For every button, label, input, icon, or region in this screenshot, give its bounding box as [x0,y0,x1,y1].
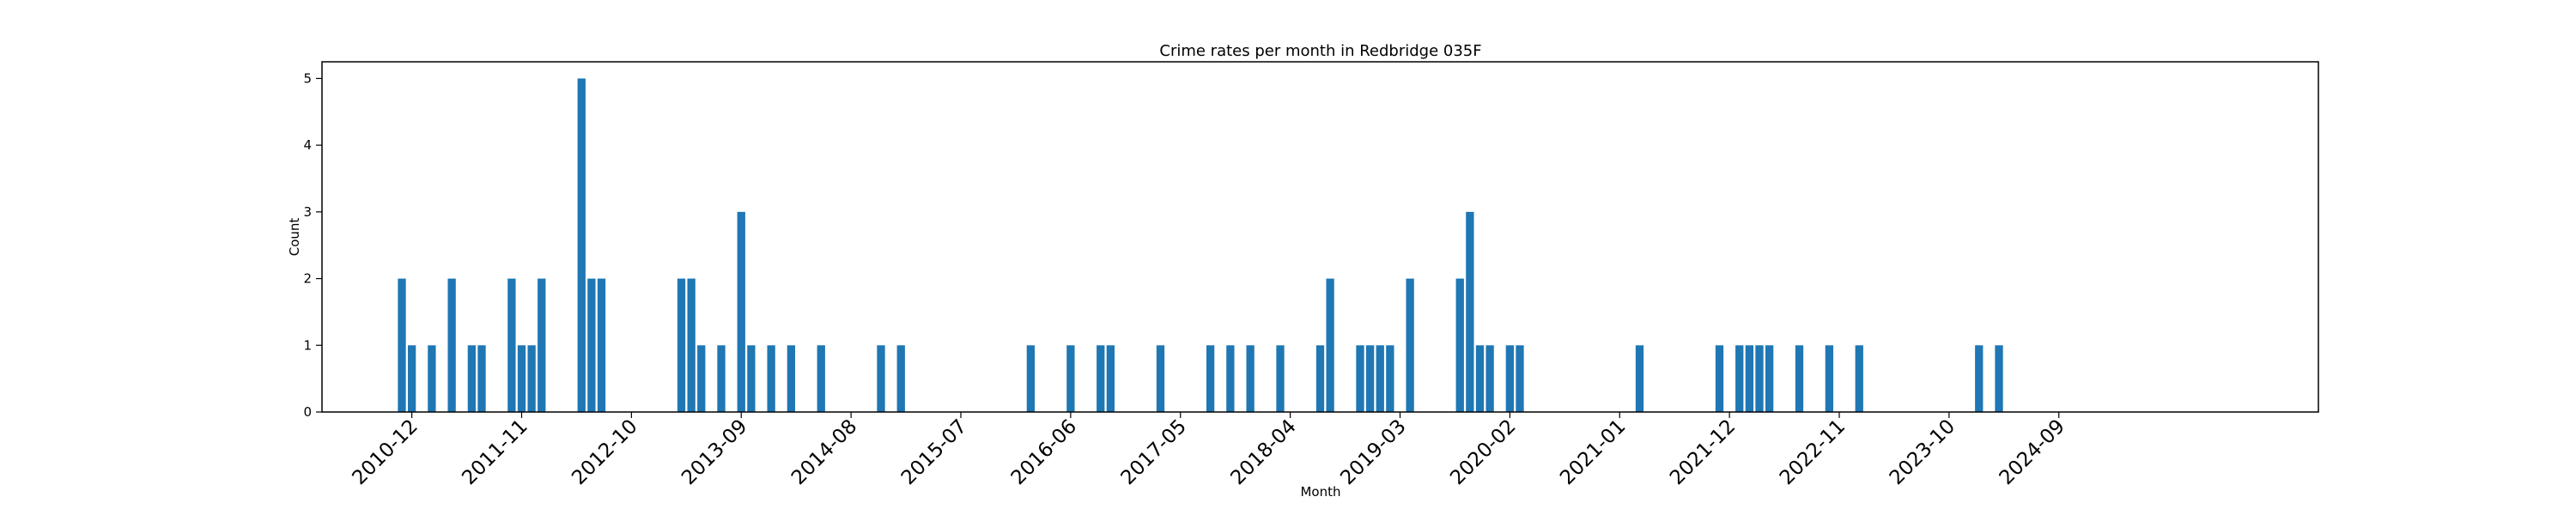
bar-2017-08 [1206,345,1215,412]
x-tick-label: 2017-05 [1117,415,1191,489]
bar-2010-11 [398,278,406,412]
x-tick-label: 2013-09 [677,415,751,489]
x-tick-label: 2011-11 [458,415,532,489]
bar-2017-03 [1156,345,1165,412]
bar-2017-12 [1246,345,1255,412]
x-tick-label: 2012-10 [568,415,641,489]
bar-2015-01 [896,345,905,412]
bar-2014-11 [877,345,885,412]
x-tick-label: 2021-01 [1556,415,1630,489]
y-tick-label: 2 [303,271,312,287]
x-axis-ticks: 2010-12 2011-11 2012-10 2013-09 2014-08 2015-… [349,412,2069,489]
plot-frame [321,61,2319,413]
x-tick-label: 2016-06 [1007,415,1081,489]
bar-2022-02 [1745,345,1754,412]
y-tick-label: 1 [303,337,312,353]
bar-2022-04 [1765,345,1774,412]
y-axis-ticks: 0 1 2 3 4 5 [303,70,322,420]
bar-2019-12 [1485,345,1494,412]
bar-2019-02 [1386,345,1394,412]
bar-2018-11 [1356,345,1364,412]
bar-2018-03 [1276,345,1285,412]
x-tick-label: 2010-12 [349,415,422,489]
bar-2016-10 [1106,345,1115,412]
x-tick-label: 2015-07 [897,415,971,489]
bar-2013-05 [697,345,706,412]
bar-2011-07 [477,345,486,412]
bar-2013-12 [767,345,775,412]
bar-2016-06 [1066,345,1075,412]
bar-2013-07 [717,345,726,412]
x-tick-label: 2014-08 [787,415,861,489]
x-tick-label: 2019-03 [1336,415,1410,489]
bar-2017-10 [1226,345,1235,412]
bar-2014-05 [817,345,825,412]
bar-2019-10 [1466,211,1474,412]
bar-2020-03 [1516,345,1524,412]
x-tick-label: 2020-02 [1446,415,1520,489]
x-tick-label: 2021-12 [1666,415,1740,489]
bar-2022-10 [1825,345,1834,412]
bar-2010-12 [407,345,416,412]
bar-2019-04 [1406,278,1414,412]
bar-2024-01 [1975,345,1984,412]
bar-2016-09 [1097,345,1105,412]
bar-2013-10 [747,345,756,412]
bars-group [398,78,2003,413]
chart-title: Crime rates per month in Redbridge 035F [1159,42,1481,60]
bar-2018-08 [1326,278,1334,412]
bar-2016-02 [1026,345,1036,412]
bar-2022-07 [1795,345,1804,412]
x-tick-label: 2018-04 [1227,415,1301,489]
bar-2022-03 [1755,345,1764,412]
bar-2011-10 [507,278,516,412]
bar-2024-03 [1995,345,2003,412]
bar-2022-01 [1735,345,1744,412]
bar-2021-11 [1715,345,1724,412]
bar-2011-04 [447,278,456,412]
x-tick-label: 2024-09 [1996,415,2069,489]
bar-2023-01 [1855,345,1863,412]
x-tick-label: 2023-10 [1886,415,1959,489]
bar-2013-03 [677,278,686,412]
bar-2011-06 [467,345,477,412]
y-tick-label: 0 [303,404,312,420]
bar-2012-06 [587,278,596,412]
y-axis-label: Count [287,218,302,257]
y-tick-label: 3 [303,204,312,220]
y-tick-label: 5 [303,70,312,86]
bar-2019-01 [1376,345,1384,412]
bar-2018-07 [1315,345,1325,412]
x-tick-label: 2022-11 [1776,415,1850,489]
bar-2011-11 [517,345,526,412]
bar-2018-12 [1365,345,1375,412]
bar-2013-04 [687,278,696,412]
bar-2020-02 [1505,345,1515,412]
bar-2014-02 [787,345,796,412]
bar-2012-07 [597,278,606,412]
bar-2013-09 [737,211,745,412]
bar-2019-11 [1475,345,1485,412]
bar-2012-05 [577,78,586,413]
bar-2019-09 [1455,278,1464,412]
x-axis-label: Month [1300,484,1340,500]
bar-2011-12 [527,345,536,412]
y-tick-label: 4 [303,137,312,153]
bar-2011-02 [428,345,436,412]
bar-2012-01 [538,278,546,412]
bar-2021-03 [1635,345,1644,412]
